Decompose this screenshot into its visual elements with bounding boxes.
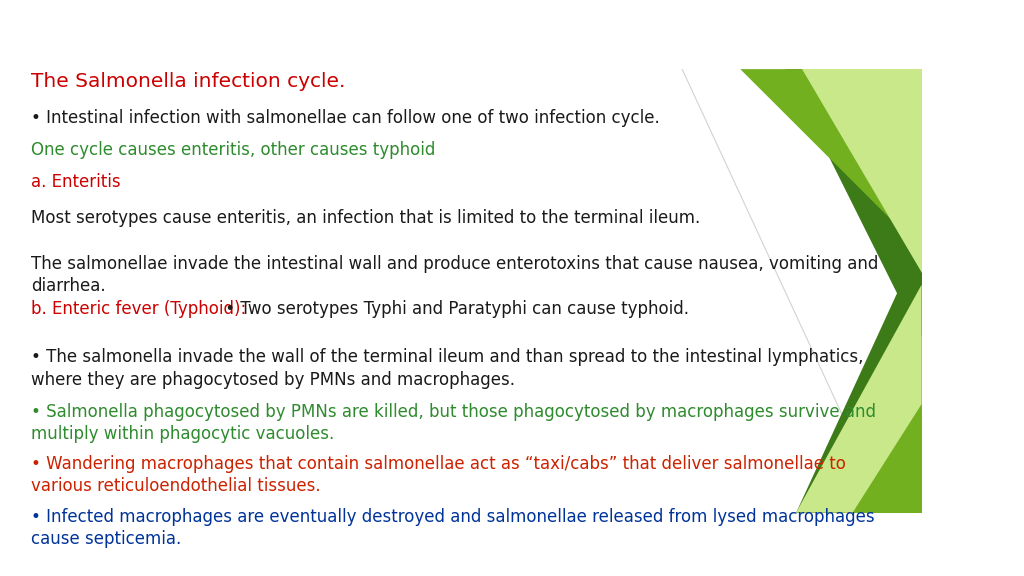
Text: • Two serotypes Typhi and Paratyphi can cause typhoid.: • Two serotypes Typhi and Paratyphi can …	[220, 300, 689, 317]
Text: The Salmonella infection cycle.: The Salmonella infection cycle.	[31, 72, 345, 91]
Text: • Wandering macrophages that contain salmonellae act as “taxi/cabs” that deliver: • Wandering macrophages that contain sal…	[31, 455, 846, 495]
Text: The salmonellae invade the intestinal wall and produce enterotoxins that cause n: The salmonellae invade the intestinal wa…	[31, 255, 879, 295]
Polygon shape	[796, 285, 922, 513]
Text: b. Enteric fever (Typhoid):: b. Enteric fever (Typhoid):	[31, 300, 246, 317]
Text: • Salmonella phagocytosed by PMNs are killed, but those phagocytosed by macropha: • Salmonella phagocytosed by PMNs are ki…	[31, 403, 876, 444]
Polygon shape	[796, 238, 922, 513]
Polygon shape	[740, 69, 922, 250]
Text: a. Enteritis: a. Enteritis	[31, 173, 121, 191]
Text: • Infected macrophages are eventually destroyed and salmonellae released from ly: • Infected macrophages are eventually de…	[31, 508, 874, 548]
Polygon shape	[802, 69, 922, 273]
Text: • Intestinal infection with salmonellae can follow one of two infection cycle.: • Intestinal infection with salmonellae …	[31, 109, 659, 127]
Polygon shape	[785, 69, 922, 343]
Polygon shape	[845, 335, 922, 513]
Text: Most serotypes cause enteritis, an infection that is limited to the terminal ile: Most serotypes cause enteritis, an infec…	[31, 209, 700, 226]
Text: • The salmonella invade the wall of the terminal ileum and than spread to the in: • The salmonella invade the wall of the …	[31, 348, 863, 389]
Text: One cycle causes enteritis, other causes typhoid: One cycle causes enteritis, other causes…	[31, 141, 435, 159]
